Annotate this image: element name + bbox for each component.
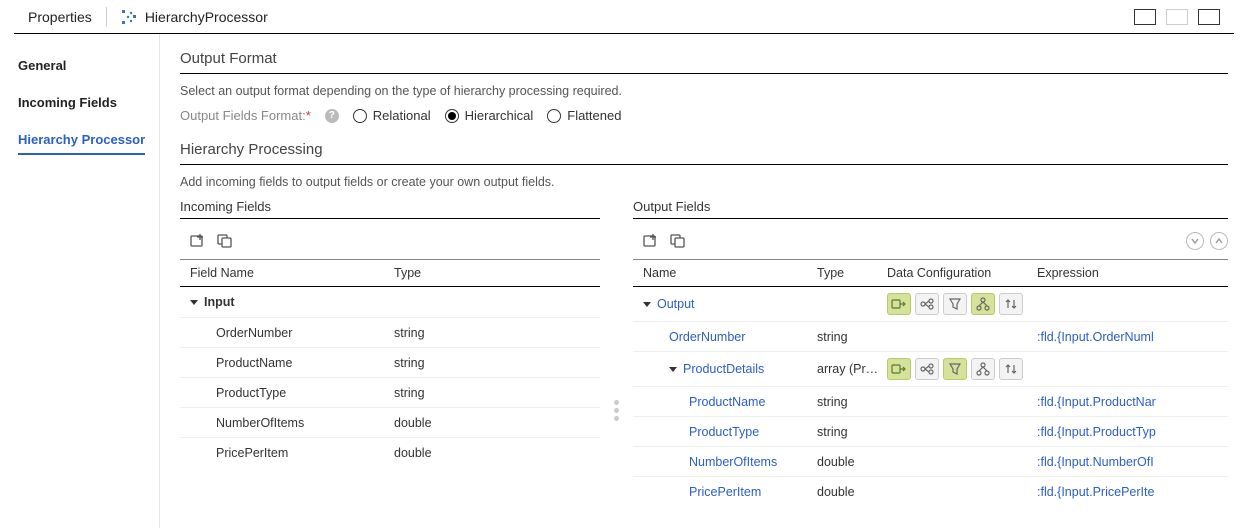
incoming-field[interactable]: NumberOfItems xyxy=(184,416,394,430)
output-format-title: Output Format xyxy=(180,44,1228,74)
output-header-type: Type xyxy=(817,266,887,280)
dc-config-icon[interactable] xyxy=(915,358,939,380)
properties-sidebar: General Incoming Fields Hierarchy Proces… xyxy=(0,34,160,528)
output-header-expr: Expression xyxy=(1037,266,1224,280)
dc-config-icon[interactable] xyxy=(943,293,967,315)
output-field-expression[interactable]: :fld.{Input.ProductTyp xyxy=(1037,425,1224,439)
layout-button-2[interactable] xyxy=(1166,9,1188,25)
hierarchy-processing-title: Hierarchy Processing xyxy=(180,135,1228,165)
output-field-expression[interactable]: :fld.{Input.NumberOfI xyxy=(1037,455,1224,469)
dc-config-icon[interactable] xyxy=(915,293,939,315)
panel-drag-handle[interactable] xyxy=(614,280,619,421)
output-field-type: double xyxy=(817,455,887,469)
processor-name: HierarchyProcessor xyxy=(145,9,268,25)
incoming-header-name: Field Name xyxy=(184,266,394,280)
hierarchy-processor-icon xyxy=(121,9,137,25)
output-field-dc xyxy=(887,293,1037,315)
dc-config-icon[interactable] xyxy=(999,293,1023,315)
incoming-field[interactable]: PricePerItem xyxy=(184,446,394,460)
hierarchy-processing-description: Add incoming fields to output fields or … xyxy=(180,165,1228,195)
output-field-expression[interactable]: :fld.{Input.PricePerIte xyxy=(1037,485,1224,499)
dc-config-icon[interactable] xyxy=(943,358,967,380)
dc-config-icon[interactable] xyxy=(887,358,911,380)
dc-config-icon[interactable] xyxy=(887,293,911,315)
output-field-name[interactable]: ProductType xyxy=(637,425,817,439)
output-fields-label: Output Fields xyxy=(633,195,1228,219)
incoming-header-type: Type xyxy=(394,266,596,280)
output-fields-format-label: Output Fields Format:* xyxy=(180,108,311,123)
add-incoming-icon[interactable] xyxy=(186,231,208,251)
radio-flattened[interactable]: Flattened xyxy=(547,108,621,123)
output-field-expression[interactable]: :fld.{Input.OrderNuml xyxy=(1037,330,1224,344)
radio-hierarchical[interactable]: Hierarchical xyxy=(445,108,534,123)
output-field-name[interactable]: PricePerItem xyxy=(637,485,817,499)
incoming-field-type: double xyxy=(394,446,596,460)
output-field-dc xyxy=(887,358,1037,380)
collapse-all-icon[interactable] xyxy=(1210,232,1228,250)
dc-config-icon[interactable] xyxy=(971,293,995,315)
copy-incoming-icon[interactable] xyxy=(214,231,236,251)
incoming-field[interactable]: ProductType xyxy=(184,386,394,400)
output-header-name: Name xyxy=(637,266,817,280)
dc-config-icon[interactable] xyxy=(971,358,995,380)
output-format-description: Select an output format depending on the… xyxy=(180,74,1228,104)
output-field-type: string xyxy=(817,330,887,344)
output-field-name[interactable]: ProductDetails xyxy=(637,362,817,376)
expand-all-icon[interactable] xyxy=(1186,232,1204,250)
dc-config-icon[interactable] xyxy=(999,358,1023,380)
output-field-type: double xyxy=(817,485,887,499)
incoming-root[interactable]: Input xyxy=(184,295,394,309)
output-header-dc: Data Configuration xyxy=(887,266,1037,280)
add-output-icon[interactable] xyxy=(639,231,661,251)
radio-relational[interactable]: Relational xyxy=(353,108,431,123)
layout-button-3[interactable] xyxy=(1198,9,1220,25)
panel-title: Properties xyxy=(28,7,107,27)
incoming-field-type: double xyxy=(394,416,596,430)
output-field-name[interactable]: ProductName xyxy=(637,395,817,409)
help-icon[interactable]: ? xyxy=(325,109,339,123)
incoming-fields-label: Incoming Fields xyxy=(180,195,600,219)
copy-output-icon[interactable] xyxy=(667,231,689,251)
output-field-type: string xyxy=(817,395,887,409)
incoming-field-type: string xyxy=(394,326,596,340)
output-field-name[interactable]: NumberOfItems xyxy=(637,455,817,469)
output-field-name[interactable]: Output xyxy=(637,297,817,311)
sidebar-item-hierarchy-processor[interactable]: Hierarchy Processor xyxy=(18,126,145,155)
output-field-type: string xyxy=(817,425,887,439)
layout-button-1[interactable] xyxy=(1134,9,1156,25)
sidebar-item-incoming-fields[interactable]: Incoming Fields xyxy=(18,89,159,116)
incoming-field-type: string xyxy=(394,386,596,400)
incoming-field-type: string xyxy=(394,356,596,370)
incoming-field[interactable]: OrderNumber xyxy=(184,326,394,340)
output-field-type: array (Pr… xyxy=(817,362,887,376)
incoming-field[interactable]: ProductName xyxy=(184,356,394,370)
output-field-expression[interactable]: :fld.{Input.ProductNar xyxy=(1037,395,1224,409)
output-field-name[interactable]: OrderNumber xyxy=(637,330,817,344)
sidebar-item-general[interactable]: General xyxy=(18,52,159,79)
